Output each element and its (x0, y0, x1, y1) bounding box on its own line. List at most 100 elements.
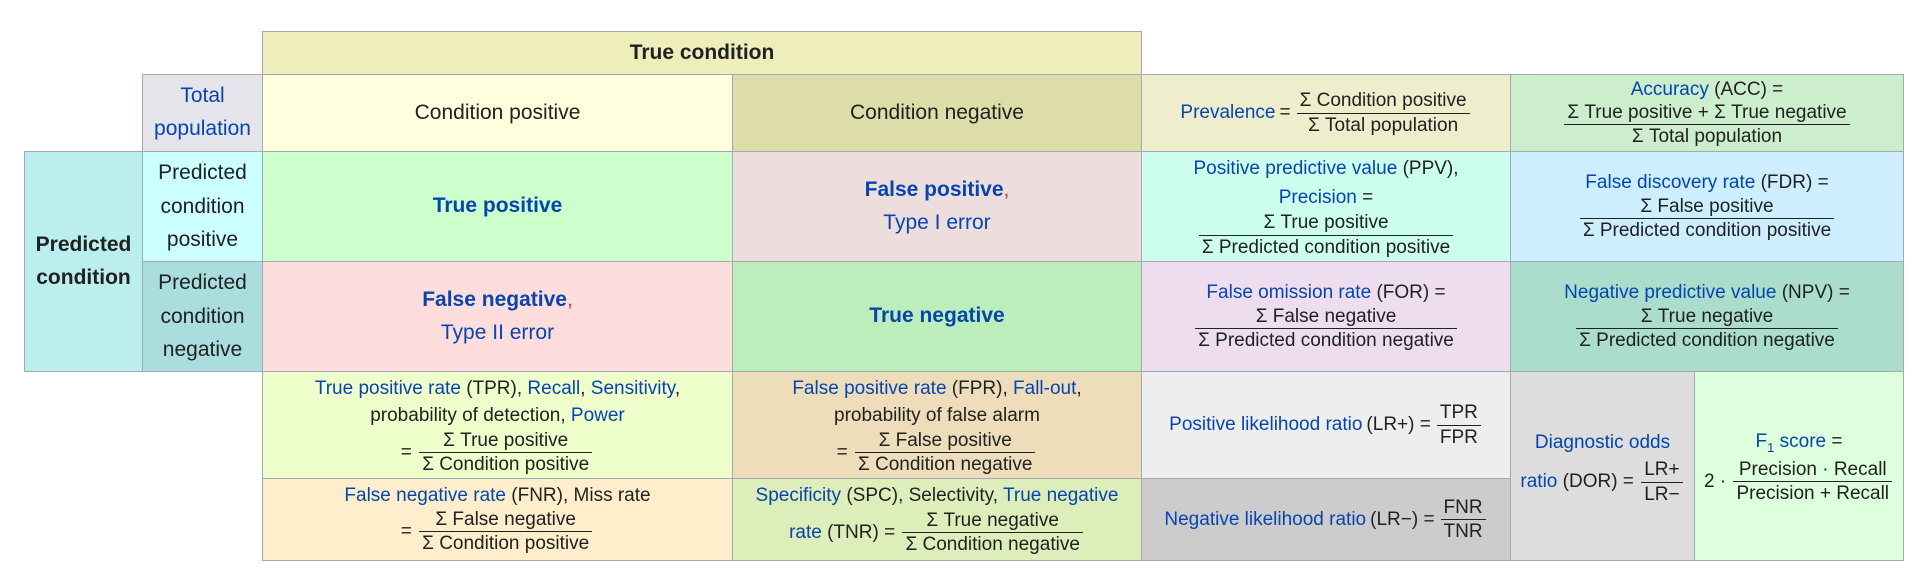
equals-sign: = (1362, 186, 1374, 208)
ppv-cell: Positive predictive value (PPV), Precisi… (1141, 151, 1511, 262)
for-fraction: Σ False negative Σ Predicted condition n… (1195, 306, 1457, 352)
lr-positive-fraction: TPR FPR (1436, 402, 1481, 448)
npv-cell: Negative predictive value (NPV) = Σ True… (1510, 261, 1904, 372)
true-positive-cell: True positive (262, 151, 733, 262)
npv-link[interactable]: Negative predictive value (1564, 282, 1777, 304)
condition-positive-header: Condition positive (262, 74, 733, 152)
prevalence-numerator: Σ Condition positive (1296, 90, 1470, 114)
total-population-link[interactable]: Total population (154, 84, 251, 140)
predicted-condition-header: Predicted condition (24, 151, 143, 372)
fdr-abbr: (FDR) = (1760, 172, 1829, 194)
lr-negative-cell: Negative likelihood ratio (LR−) = FNR TN… (1141, 478, 1511, 561)
tnr-denominator: Σ Condition negative (905, 534, 1080, 556)
dor-numerator: LR+ (1641, 459, 1683, 483)
probability-of-detection: probability of detection, (370, 405, 566, 427)
fpr-abbr: (FPR), (951, 377, 1008, 399)
fallout-link[interactable]: Fall-out (1013, 377, 1077, 399)
tpr-cell: True positive rate (TPR), Recall, Sensit… (262, 371, 733, 479)
prevalence-cell: Prevalence = Σ Condition positive Σ Tota… (1141, 74, 1511, 152)
predicted-condition-label: Predicted condition (35, 232, 132, 289)
tnr-fraction: Σ True negative Σ Condition negative (902, 510, 1083, 556)
fpr-cell: False positive rate (FPR), Fall-out, pro… (732, 371, 1142, 479)
condition-negative-header: Condition negative (732, 74, 1142, 152)
false-positive-link[interactable]: False positive (864, 177, 1004, 201)
fnr-link[interactable]: False negative rate (344, 485, 506, 507)
fpr-fraction: Σ False positive Σ Condition negative (854, 430, 1036, 476)
tnr-link-1[interactable]: True negative (1002, 485, 1119, 507)
tnr-link-2[interactable]: rate (789, 521, 822, 543)
accuracy-abbr: (ACC) = (1714, 79, 1784, 101)
false-negative-cell: False negative, Type II error (262, 261, 733, 372)
f1-link[interactable]: F1 score (1756, 431, 1827, 455)
specificity-link[interactable]: Specificity (755, 485, 842, 507)
f1-score-label: score (1779, 431, 1827, 453)
fdr-fraction: Σ False positive Σ Predicted condition p… (1579, 196, 1835, 242)
fdr-numerator: Σ False positive (1579, 196, 1835, 220)
true-negative-link[interactable]: True negative (869, 304, 1005, 328)
f1-cell: F1 score = 2 · Precision · Recall Precis… (1694, 371, 1904, 561)
condition-negative-label: Condition negative (850, 100, 1024, 124)
sensitivity-link[interactable]: Sensitivity (590, 377, 675, 399)
condition-positive-label: Condition positive (414, 100, 581, 124)
fnr-cell: False negative rate (FNR), Miss rate = Σ… (262, 478, 733, 561)
comma: , (674, 377, 681, 399)
true-condition-label: True condition (629, 40, 775, 64)
comma: , (1003, 177, 1010, 201)
false-negative-link[interactable]: False negative (422, 287, 567, 311)
fnr-abbr: (FNR), Miss rate (511, 485, 651, 507)
fpr-numerator: Σ False positive (854, 430, 1036, 454)
true-negative-cell: True negative (732, 261, 1142, 372)
true-positive-link[interactable]: True positive (432, 194, 563, 218)
accuracy-fraction: Σ True positive + Σ True negative Σ Tota… (1564, 102, 1850, 148)
for-link[interactable]: False omission rate (1206, 282, 1372, 304)
for-abbr: (FOR) = (1376, 282, 1446, 304)
tpr-content: True positive rate (TPR), Recall, Sensit… (315, 375, 680, 476)
lr-negative-denominator: TNR (1443, 521, 1483, 542)
fnr-content: False negative rate (FNR), Miss rate = Σ… (344, 484, 650, 554)
power-link[interactable]: Power (570, 405, 625, 427)
recall-link[interactable]: Recall (527, 377, 581, 399)
tpr-numerator: Σ True positive (419, 430, 593, 454)
accuracy-cell: Accuracy (ACC) = Σ True positive + Σ Tru… (1510, 74, 1904, 152)
fdr-link[interactable]: False discovery rate (1585, 172, 1756, 194)
accuracy-denominator: Σ Total population (1631, 126, 1783, 148)
fnr-numerator: Σ False negative (419, 509, 593, 533)
accuracy-link[interactable]: Accuracy (1630, 79, 1709, 101)
specificity-abbr: (SPC), Selectivity, (846, 485, 999, 507)
ppv-content: Positive predictive value (PPV), Precisi… (1193, 155, 1458, 258)
comma: , (1076, 377, 1082, 399)
type1-error-link[interactable]: Type I error (883, 210, 991, 234)
lr-positive-abbr: (LR+) = (1366, 414, 1431, 436)
dor-abbr: (DOR) = (1562, 471, 1634, 493)
ppv-numerator: Σ True positive (1198, 212, 1454, 236)
false-positive-content: False positive, Type I error (865, 174, 1010, 239)
for-content: False omission rate (FOR) = Σ False nega… (1193, 281, 1459, 351)
f1-content: F1 score = 2 · Precision · Recall Precis… (1704, 427, 1894, 504)
total-population-header: Total population (142, 74, 263, 152)
precision-link[interactable]: Precision (1278, 186, 1357, 208)
fpr-link[interactable]: False positive rate (792, 377, 947, 399)
f1-numerator: Precision · Recall (1733, 459, 1893, 483)
equals-sign: = (1831, 431, 1843, 453)
lr-negative-link[interactable]: Negative likelihood ratio (1164, 508, 1367, 530)
prevalence-link[interactable]: Prevalence (1180, 102, 1276, 124)
equals-sign: = (1279, 102, 1291, 124)
fdr-denominator: Σ Predicted condition positive (1582, 220, 1832, 242)
tpr-link[interactable]: True positive rate (314, 377, 461, 399)
npv-fraction: Σ True negative Σ Predicted condition ne… (1576, 306, 1838, 352)
fdr-content: False discovery rate (FDR) = Σ False pos… (1578, 171, 1836, 241)
prevalence-denominator: Σ Total population (1308, 114, 1459, 136)
predicted-positive-label: Predicted condition positive (158, 161, 247, 252)
comma: , (580, 377, 586, 399)
dor-link-1[interactable]: Diagnostic odds (1534, 432, 1671, 454)
tnr-numerator: Σ True negative (902, 510, 1083, 534)
false-negative-content: False negative, Type II error (422, 284, 573, 349)
dor-link-2[interactable]: ratio (1520, 471, 1558, 493)
type2-error-link[interactable]: Type II error (440, 320, 555, 344)
lr-positive-denominator: FPR (1439, 426, 1478, 448)
fdr-cell: False discovery rate (FDR) = Σ False pos… (1510, 151, 1904, 262)
dor-cell: Diagnostic odds ratio (DOR) = LR+ LR− (1510, 371, 1695, 561)
lr-positive-link[interactable]: Positive likelihood ratio (1169, 414, 1363, 436)
accuracy-numerator: Σ True positive + Σ True negative (1564, 102, 1850, 126)
ppv-link[interactable]: Positive predictive value (1193, 158, 1398, 180)
